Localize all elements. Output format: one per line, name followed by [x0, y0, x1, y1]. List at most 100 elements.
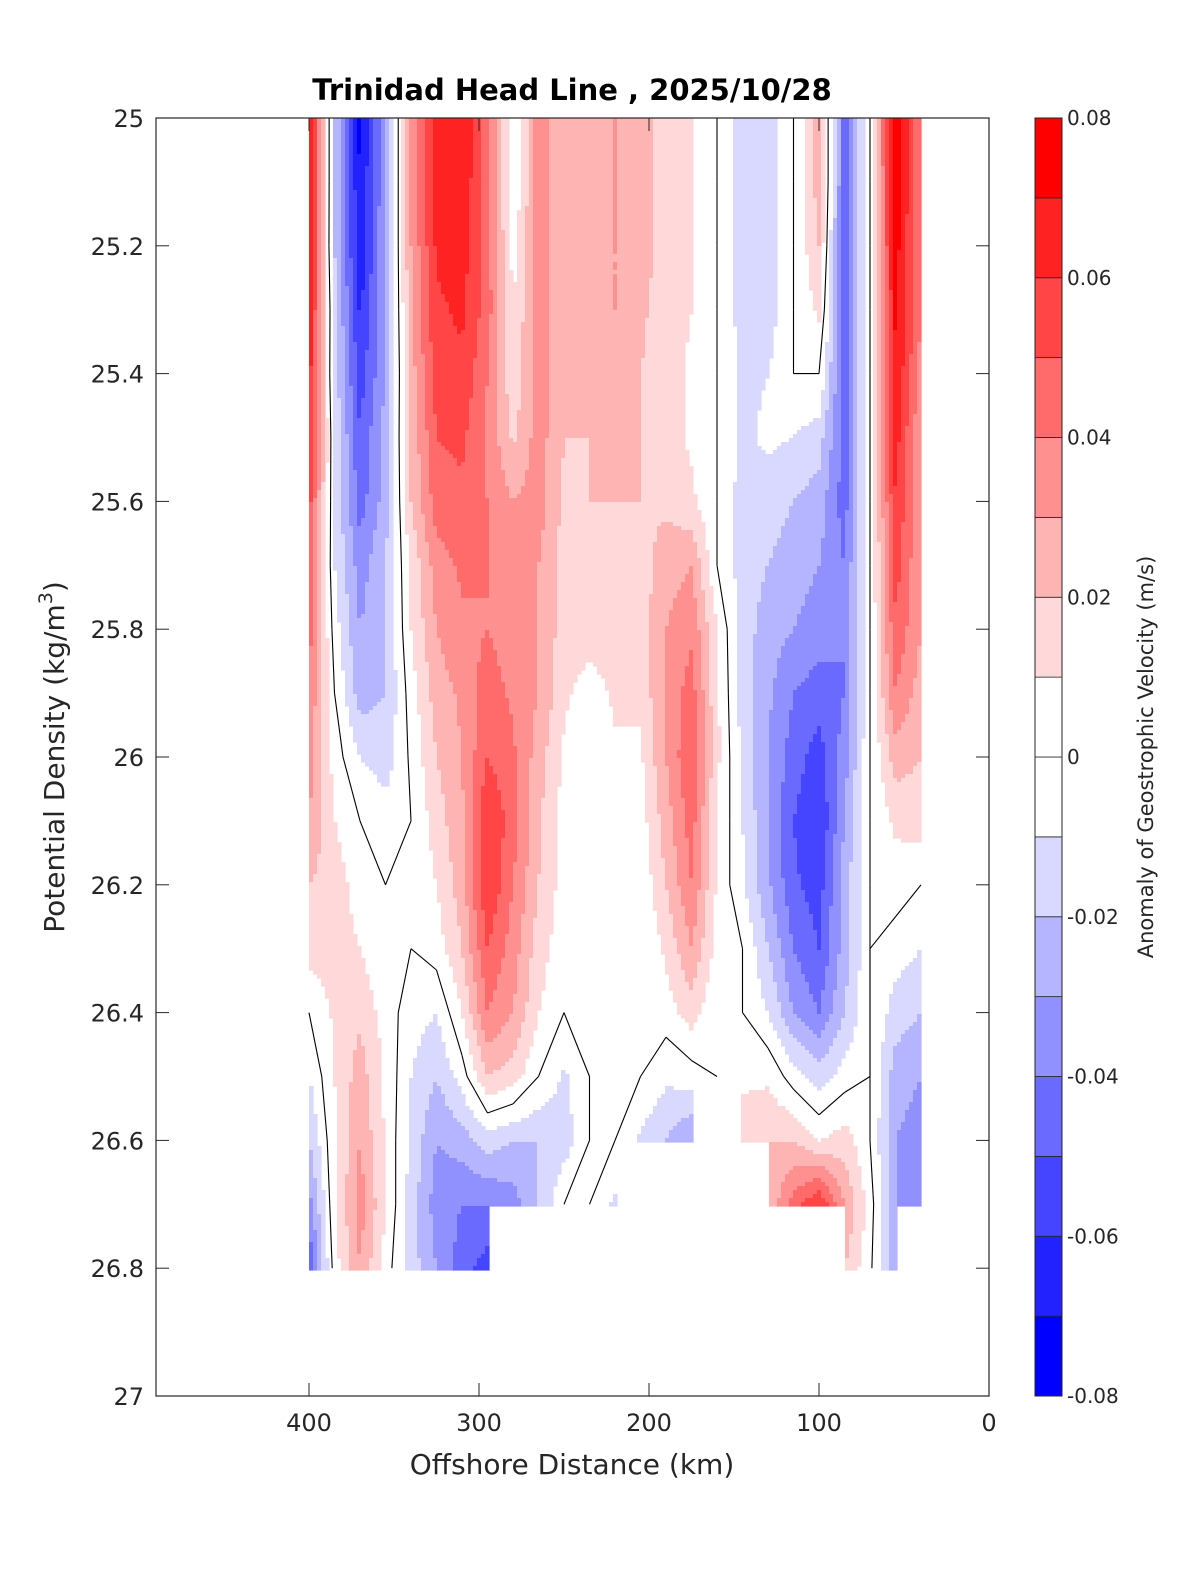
contour-cell: [873, 546, 882, 551]
contour-cell: [497, 326, 506, 331]
contour-cell: [853, 406, 858, 411]
contour-cell: [853, 378, 858, 383]
contour-cell: [849, 462, 854, 467]
contour-cell: [805, 134, 814, 139]
contour-cell: [401, 254, 406, 259]
contour-cell: [801, 426, 826, 431]
contour-cell: [465, 438, 486, 443]
contour-cell: [913, 318, 922, 323]
contour-cell: [829, 390, 838, 395]
contour-cell: [917, 398, 922, 403]
contour-cell: [857, 302, 866, 307]
contour-cell: [853, 434, 858, 439]
contour-cell: [549, 130, 614, 135]
contour-cell: [325, 430, 330, 435]
contour-cell: [373, 414, 382, 419]
contour-cell: [833, 218, 838, 223]
contour-cell: [881, 382, 886, 387]
contour-cell: [353, 302, 358, 307]
contour-cell: [321, 562, 326, 567]
contour-cell: [417, 126, 426, 131]
contour-cell: [417, 174, 426, 179]
contour-cell: [833, 210, 838, 215]
contour-cell: [385, 402, 390, 407]
contour-cell: [913, 510, 922, 515]
contour-cell: [873, 170, 878, 175]
contour-cell: [317, 526, 322, 531]
contour-cell: [833, 198, 838, 203]
contour-cell: [313, 498, 318, 503]
contour-cell: [913, 450, 922, 455]
contour-cell: [341, 322, 350, 327]
contour-cell: [377, 206, 386, 211]
contour-cell: [533, 294, 550, 299]
contour-cell: [341, 270, 346, 275]
contour-cell: [873, 118, 878, 123]
contour-cell: [533, 222, 550, 227]
contour-cell: [821, 194, 826, 199]
contour-cell: [409, 206, 418, 211]
contour-cell: [889, 238, 894, 243]
contour-cell: [857, 170, 866, 175]
contour-cell: [377, 518, 390, 523]
contour-cell: [893, 254, 898, 259]
contour-cell: [385, 278, 390, 283]
contour-cell: [353, 130, 358, 135]
contour-cell: [313, 478, 318, 483]
contour-cell: [373, 170, 382, 175]
contour-cell: [313, 350, 318, 355]
contour-cell: [737, 450, 766, 455]
contour-cell: [357, 378, 366, 383]
contour-cell: [545, 482, 562, 487]
contour-cell: [881, 206, 886, 211]
contour-cell: [913, 126, 922, 131]
contour-cell: [521, 190, 530, 195]
contour-cell: [345, 534, 354, 539]
contour-cell: [417, 122, 426, 127]
contour-cell: [841, 422, 850, 427]
contour-cell: [309, 198, 314, 203]
contour-cell: [333, 250, 342, 255]
contour-cell: [349, 118, 354, 123]
contour-cell: [417, 202, 426, 207]
contour-cell: [365, 166, 374, 171]
contour-cell: [357, 142, 362, 147]
contour-cell: [853, 498, 858, 503]
contour-cell: [853, 306, 858, 311]
contour-cell: [389, 350, 394, 355]
contour-cell: [833, 294, 838, 299]
contour-cell: [885, 318, 890, 323]
contour-cell: [317, 434, 322, 439]
contour-cell: [905, 250, 914, 255]
contour-cell: [365, 358, 378, 363]
contour-cell: [889, 118, 894, 123]
contour-cell: [317, 418, 322, 423]
contour-cell: [313, 146, 318, 151]
contour-cell: [893, 142, 902, 147]
contour-cell: [641, 490, 694, 495]
contour-cell: [613, 190, 618, 195]
contour-cell: [737, 346, 774, 351]
contour-cell: [853, 194, 858, 199]
contour-cell: [353, 466, 370, 471]
contour-cell: [421, 558, 430, 563]
contour-cell: [405, 126, 410, 131]
contour-cell: [309, 510, 314, 515]
contour-cell: [361, 402, 374, 407]
contour-cell: [909, 358, 918, 363]
contour-cell: [853, 274, 858, 279]
contour-cell: [385, 550, 394, 555]
contour-cell: [309, 210, 314, 215]
contour-cell: [857, 218, 866, 223]
contour-cell: [877, 282, 882, 287]
contour-cell: [405, 482, 410, 487]
contour-cell: [821, 554, 842, 559]
contour-cell: [781, 534, 826, 539]
contour-cell: [825, 426, 834, 431]
contour-cell: [501, 142, 510, 147]
contour-cell: [885, 226, 890, 231]
contour-cell: [385, 178, 390, 183]
contour-cell: [377, 330, 386, 335]
contour-cell: [313, 390, 318, 395]
contour-cell: [845, 550, 854, 555]
